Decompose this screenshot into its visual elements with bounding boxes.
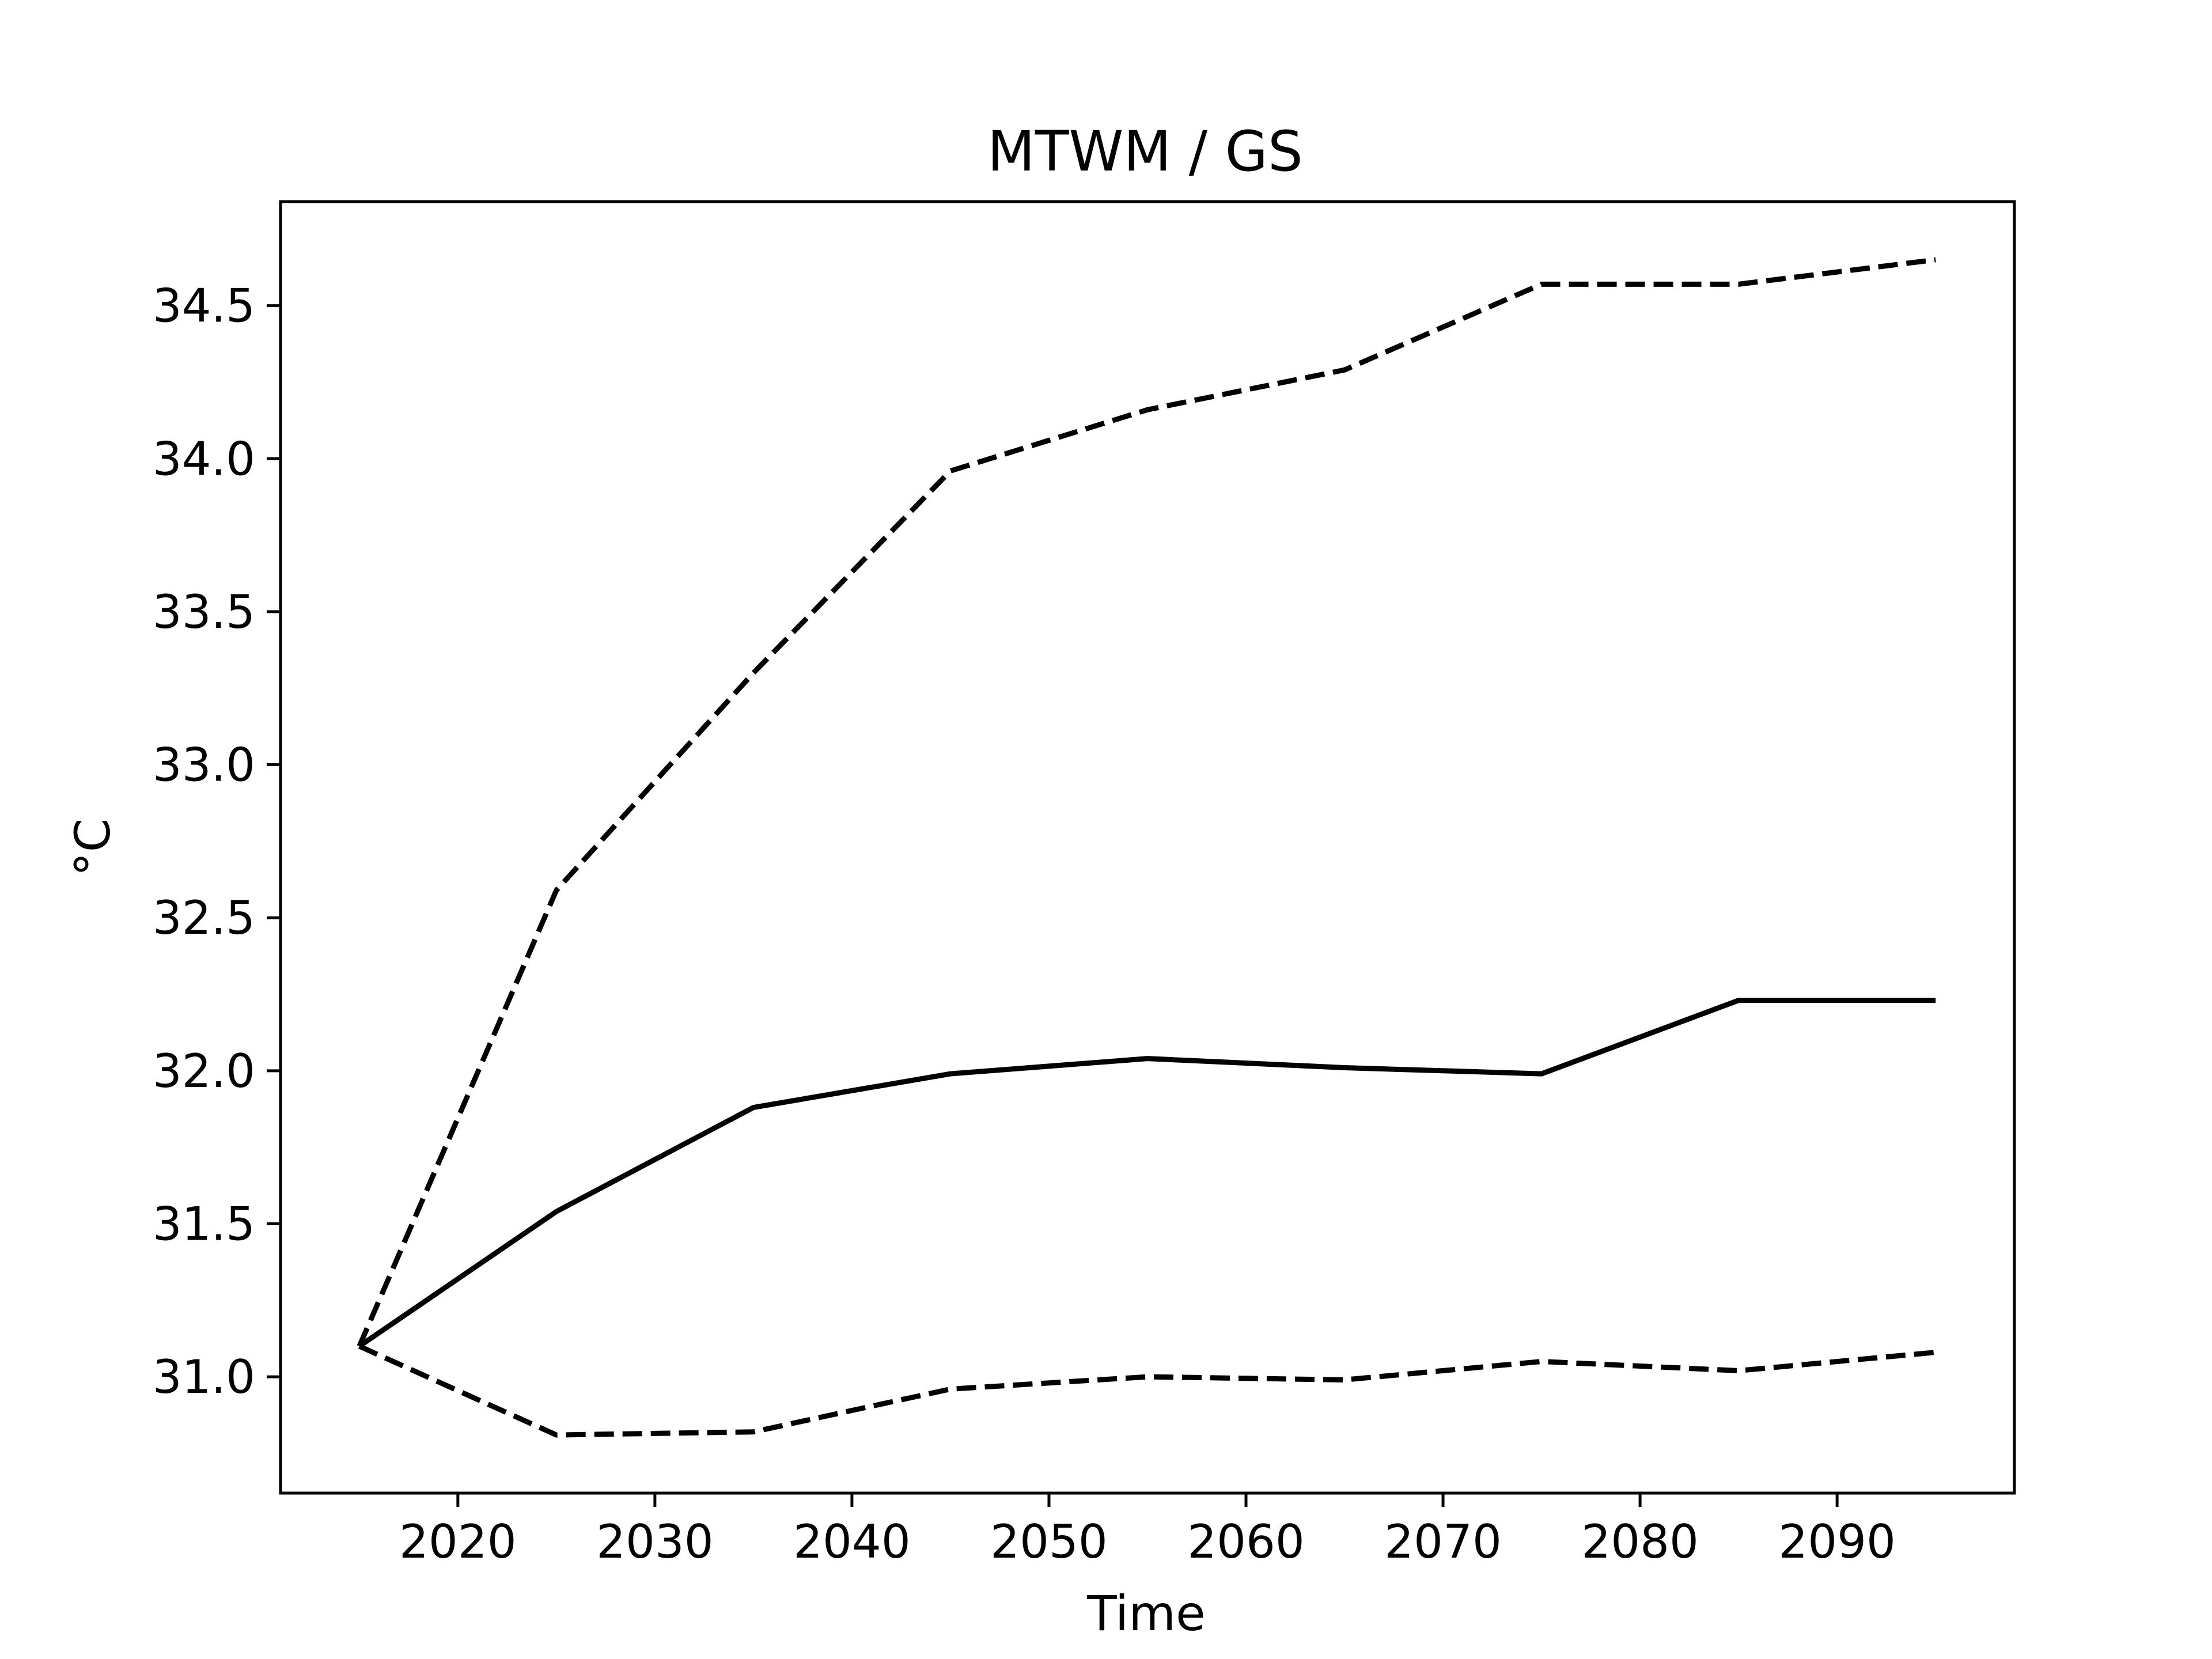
x-tick-label: 2050	[990, 1515, 1108, 1569]
lower-bound-line	[358, 1343, 1936, 1438]
x-tick-label: 2070	[1384, 1515, 1502, 1569]
x-axis-label: Time	[1086, 1585, 1206, 1642]
y-axis-label: °C	[65, 819, 121, 877]
x-axis: 2020 2030 2040 2050 2060 2070 2080 2090	[399, 1493, 1896, 1569]
y-tick-label: 31.5	[153, 1197, 255, 1251]
x-tick-label: 2060	[1187, 1515, 1305, 1569]
y-tick-label: 34.5	[153, 279, 255, 333]
x-tick-label: 2090	[1778, 1515, 1896, 1569]
series-layer	[357, 257, 1936, 1438]
y-axis: 31.0 31.5 32.0 32.5 33.0 33.5 34.0 34.5	[153, 279, 281, 1404]
y-tick-label: 33.5	[153, 585, 255, 639]
x-tick-label: 2020	[399, 1515, 517, 1569]
y-tick-label: 32.0	[153, 1044, 255, 1098]
x-tick-label: 2080	[1581, 1515, 1699, 1569]
y-tick-label: 31.0	[153, 1350, 255, 1404]
plot-area-frame	[279, 200, 2016, 1495]
central-line	[358, 998, 1936, 1349]
x-tick-label: 2030	[596, 1515, 714, 1569]
y-tick-label: 32.5	[153, 891, 255, 945]
y-tick-label: 34.0	[153, 432, 255, 486]
upper-bound-line	[357, 257, 1936, 1347]
y-tick-label: 33.0	[153, 738, 255, 792]
chart-title: MTWM / GS	[987, 119, 1303, 184]
x-tick-label: 2040	[793, 1515, 911, 1569]
